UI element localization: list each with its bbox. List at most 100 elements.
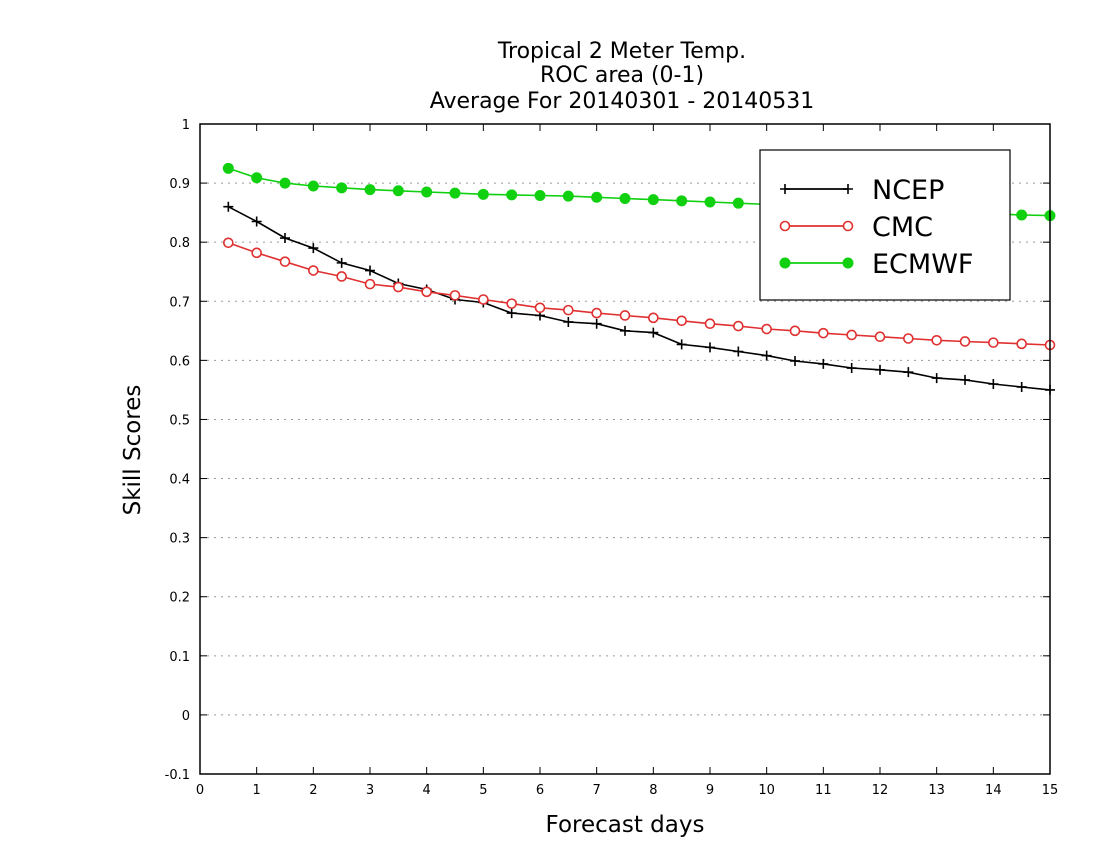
point-ecmwf — [449, 187, 461, 199]
x-tick-label: 8 — [649, 783, 657, 798]
point-ncep — [365, 265, 375, 276]
point-ncep — [308, 243, 319, 254]
point-ncep — [620, 325, 630, 336]
point-cmc — [931, 334, 942, 346]
x-tick-label: 1 — [253, 783, 261, 798]
point-ncep — [676, 339, 687, 350]
point-ecmwf — [704, 196, 716, 208]
x-tick-label: 12 — [872, 783, 889, 798]
y-tick-label: -0.1 — [165, 768, 190, 783]
y-tick-label: 0.4 — [169, 473, 190, 488]
y-tick-label: 0.9 — [169, 177, 190, 192]
point-ncep — [988, 379, 999, 389]
point-ncep — [506, 308, 517, 319]
point-ncep — [336, 257, 347, 268]
point-ncep — [591, 318, 602, 329]
point-cmc — [421, 286, 432, 298]
legend-box — [759, 149, 1011, 301]
point-ncep — [223, 201, 234, 212]
point-ncep — [875, 364, 885, 375]
point-ecmwf — [676, 195, 688, 207]
point-cmc — [591, 307, 602, 319]
point-ecmwf — [307, 180, 319, 192]
series-line-ncep — [227, 205, 1051, 391]
legend: NCEP CMC ECMWF — [759, 149, 1011, 301]
point-cmc — [619, 310, 631, 321]
y-axis-label: Skill Scores — [120, 385, 146, 516]
point-ncep — [903, 367, 914, 378]
point-cmc — [534, 302, 546, 314]
point-cmc — [648, 312, 659, 324]
point-ncep — [818, 358, 829, 369]
point-ecmwf — [562, 190, 574, 202]
point-cmc — [393, 281, 404, 293]
point-ecmwf — [1016, 209, 1028, 221]
point-ncep — [790, 355, 800, 366]
point-ncep — [733, 346, 744, 357]
point-cmc — [959, 336, 971, 347]
point-ncep — [705, 342, 715, 353]
legend-marker-ncep — [780, 184, 790, 194]
x-tick-label: 6 — [536, 783, 544, 798]
x-tick-label: 14 — [985, 783, 1002, 798]
point-ncep — [648, 327, 659, 338]
legend-marker-ecmwf — [842, 257, 854, 269]
title-line-1: Tropical 2 Meter Temp. — [497, 39, 746, 64]
plot-frame — [199, 123, 1051, 775]
x-tick-label: 15 — [1042, 783, 1059, 798]
point-ecmwf — [364, 184, 376, 196]
point-ecmwf — [647, 194, 659, 206]
point-ecmwf — [477, 188, 489, 200]
point-ncep — [761, 350, 772, 361]
point-ecmwf — [336, 182, 348, 194]
y-tick-label: 1 — [182, 118, 190, 133]
point-cmc — [563, 304, 574, 316]
point-cmc — [903, 333, 914, 344]
point-cmc — [789, 325, 801, 337]
legend-label-ecmwf: ECMWF — [872, 249, 973, 280]
point-cmc — [733, 320, 744, 332]
point-ncep — [931, 373, 942, 384]
point-cmc — [223, 237, 234, 249]
x-tick-label: 9 — [706, 783, 714, 798]
point-cmc — [846, 329, 857, 341]
x-tick-label: 13 — [928, 783, 945, 798]
point-cmc — [449, 290, 461, 301]
point-cmc — [308, 265, 319, 276]
point-ecmwf — [251, 172, 263, 184]
legend-marker-ncep — [843, 184, 853, 194]
point-ncep — [251, 216, 262, 227]
chart-title: Tropical 2 Meter Temp. ROC area (0-1) Av… — [430, 39, 815, 114]
point-ecmwf — [534, 190, 546, 201]
x-tick-label: 5 — [479, 783, 487, 798]
legend-label-ncep: NCEP — [872, 175, 944, 206]
point-cmc — [478, 294, 489, 305]
point-cmc — [1016, 338, 1027, 350]
point-ncep — [960, 374, 970, 385]
point-ncep — [1016, 381, 1027, 392]
axis-ticks: -0.100.10.20.30.40.50.60.70.80.910 1 2 3 4 5 6… — [165, 118, 1059, 798]
legend-label-cmc: CMC — [872, 212, 933, 243]
x-tick-label: 2 — [309, 783, 317, 798]
point-ncep — [846, 363, 857, 374]
point-cmc — [988, 337, 999, 348]
y-tick-label: 0.1 — [169, 650, 190, 665]
point-ecmwf — [421, 186, 433, 198]
point-cmc — [336, 271, 347, 282]
point-ecmwf — [222, 162, 234, 174]
y-tick-label: 0 — [182, 709, 190, 724]
point-ecmwf — [392, 185, 404, 197]
y-tick-label: 0.2 — [169, 591, 190, 606]
point-ecmwf — [279, 177, 291, 189]
point-cmc — [506, 298, 517, 309]
x-tick-label: 10 — [758, 783, 775, 798]
point-ecmwf — [732, 197, 744, 209]
title-line-2: ROC area (0-1) — [540, 63, 704, 88]
y-tick-label: 0.6 — [169, 354, 190, 369]
x-axis-label: Forecast days — [546, 812, 705, 838]
point-cmc — [818, 327, 829, 339]
legend-marker-ecmwf — [779, 257, 791, 269]
x-tick-label: 3 — [366, 783, 374, 798]
point-cmc — [704, 318, 716, 330]
